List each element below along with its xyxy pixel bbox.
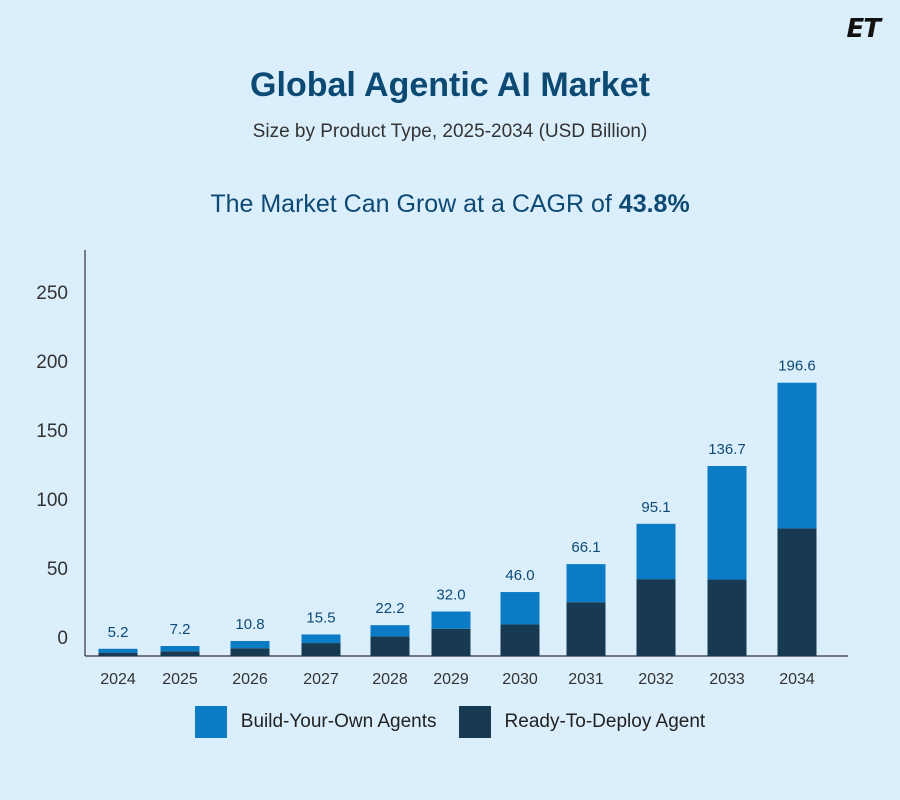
bar-segment-ready-to-deploy [160, 651, 200, 656]
bar-segment-ready-to-deploy [98, 652, 138, 656]
y-tick-label: 100 [36, 490, 68, 511]
y-tick-label: 200 [36, 352, 68, 373]
legend-label: Build-Your-Own Agents [240, 711, 437, 732]
cagr-annotation: The Market Can Grow at a CAGR of 43.8% [0, 190, 900, 219]
data-label: 32.0 [436, 587, 465, 604]
x-tick-label: 2033 [709, 671, 745, 688]
bar-segment-build-your-own [431, 611, 471, 629]
x-tick-label: 2031 [568, 671, 604, 688]
legend: Build-Your-Own Agents Ready-To-Deploy Ag… [0, 706, 900, 738]
x-tick-label: 2024 [100, 671, 136, 688]
data-label: 196.6 [778, 358, 816, 375]
x-tick-label: 2028 [372, 671, 408, 688]
bar-segment-ready-to-deploy [500, 624, 540, 656]
legend-swatch-build-your-own [194, 706, 227, 738]
bar-segment-ready-to-deploy [636, 579, 676, 656]
x-tick-label: 2027 [303, 671, 339, 688]
bar-segment-build-your-own [230, 640, 270, 649]
x-tick-label: 2029 [433, 671, 469, 688]
bar-segment-ready-to-deploy [301, 643, 341, 656]
legend-item-ready-to-deploy: Ready-To-Deploy Agent [458, 706, 706, 738]
x-tick-label: 2030 [502, 671, 538, 688]
bar-segment-build-your-own [707, 465, 747, 580]
et-logo: ET [846, 14, 881, 44]
x-tick-label: 2026 [232, 671, 268, 688]
x-tick-label: 2025 [162, 671, 198, 688]
x-tick-label: 2032 [638, 671, 674, 688]
bar-segment-build-your-own [500, 592, 540, 625]
bar-segment-build-your-own [636, 523, 676, 580]
legend-item-build-your-own: Build-Your-Own Agents [194, 706, 437, 738]
data-label: 95.1 [641, 499, 670, 516]
bar-segment-build-your-own [777, 382, 817, 529]
legend-swatch-ready-to-deploy [458, 706, 491, 738]
bar-segment-build-your-own [98, 648, 138, 653]
bar-segment-build-your-own [566, 564, 606, 603]
bar-segment-ready-to-deploy [230, 648, 270, 656]
data-label: 10.8 [235, 616, 264, 633]
y-tick-label: 50 [47, 559, 68, 580]
data-label: 22.2 [375, 600, 404, 617]
y-tick-label: 0 [57, 628, 68, 649]
bar-segment-build-your-own [370, 625, 410, 637]
cagr-value: 43.8% [618, 190, 690, 218]
data-label: 5.2 [108, 624, 129, 641]
bar-segment-ready-to-deploy [777, 528, 817, 656]
bar-segment-build-your-own [160, 645, 200, 652]
chart-subtitle: Size by Product Type, 2025-2034 (USD Bil… [252, 121, 648, 142]
x-tick-label: 2034 [779, 671, 815, 688]
bar-segment-ready-to-deploy [431, 628, 471, 656]
legend-label: Ready-To-Deploy Agent [504, 711, 706, 732]
data-label: 46.0 [505, 567, 534, 584]
bar-segment-build-your-own [301, 634, 341, 644]
y-tick-label: 250 [36, 283, 68, 304]
chart-title: Global Agentic AI Market [250, 66, 650, 104]
y-tick-label: 150 [36, 421, 68, 442]
data-label: 136.7 [708, 441, 746, 458]
data-label: 66.1 [571, 539, 600, 556]
cagr-text: The Market Can Grow at a CAGR of [210, 190, 619, 218]
bar-segment-ready-to-deploy [370, 636, 410, 656]
data-label: 7.2 [170, 621, 191, 638]
bar-segment-ready-to-deploy [566, 602, 606, 656]
bar-segment-ready-to-deploy [707, 579, 747, 656]
data-label: 15.5 [306, 609, 335, 626]
